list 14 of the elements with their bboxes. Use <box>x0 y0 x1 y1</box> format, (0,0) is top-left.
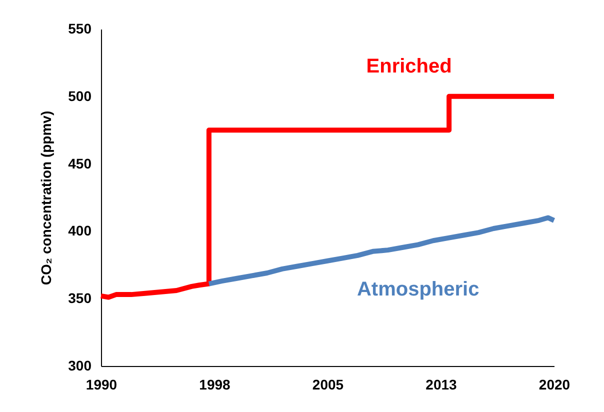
y-tick-label: 400 <box>68 222 92 239</box>
x-tick-label: 2020 <box>538 376 570 392</box>
x-tick-label: 2013 <box>426 376 458 392</box>
series-label: Atmospheric <box>356 278 480 301</box>
series-label: Enriched <box>366 55 452 78</box>
x-tick-label: 2005 <box>312 376 344 392</box>
y-axis-title: CO₂ concentration (ppmv) <box>38 110 54 286</box>
y-tick-label: 350 <box>68 290 92 306</box>
y-tick-label: 500 <box>68 88 92 104</box>
y-tick-label: 450 <box>68 155 92 172</box>
x-tick-label: 1998 <box>199 376 231 392</box>
y-tick-label: 300 <box>68 358 92 374</box>
x-tick-label: 1990 <box>86 376 118 392</box>
y-tick-label: 550 <box>68 20 92 36</box>
